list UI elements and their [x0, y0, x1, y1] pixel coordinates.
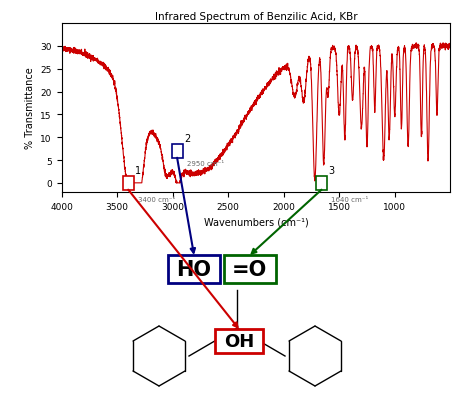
Y-axis label: % Transmittance: % Transmittance — [25, 67, 35, 149]
Bar — [316, 176, 327, 190]
Text: 3: 3 — [328, 165, 335, 175]
Bar — [215, 329, 263, 353]
Text: 2950 cm⁻¹: 2950 cm⁻¹ — [187, 161, 225, 167]
Text: =O: =O — [232, 259, 267, 279]
Title: Infrared Spectrum of Benzilic Acid, KBr: Infrared Spectrum of Benzilic Acid, KBr — [155, 12, 357, 22]
Bar — [168, 255, 220, 284]
Text: 1: 1 — [135, 165, 141, 175]
Bar — [123, 176, 134, 190]
Text: OH: OH — [224, 332, 254, 350]
Bar — [172, 145, 182, 158]
Text: 3400 cm⁻¹: 3400 cm⁻¹ — [138, 196, 175, 203]
Bar — [224, 255, 276, 284]
X-axis label: Wavenumbers (cm⁻¹): Wavenumbers (cm⁻¹) — [204, 217, 308, 227]
Text: HO: HO — [176, 259, 211, 279]
Text: 1640 cm⁻¹: 1640 cm⁻¹ — [331, 196, 368, 203]
Text: 2: 2 — [184, 134, 191, 144]
